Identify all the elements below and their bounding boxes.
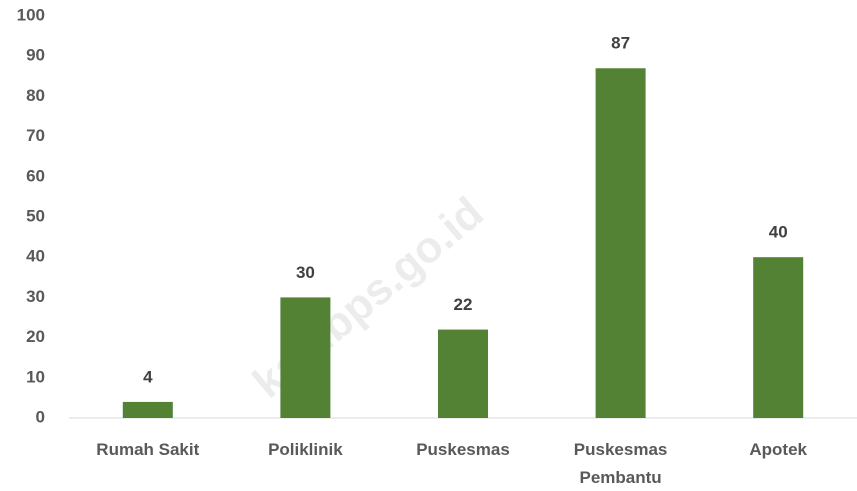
data-label: 30 <box>296 263 315 282</box>
y-tick-label: 40 <box>26 247 45 266</box>
x-tick-label: Poliklinik <box>268 440 343 459</box>
data-label: 22 <box>454 295 473 314</box>
bar <box>280 297 331 418</box>
y-tick-label: 100 <box>17 5 45 24</box>
data-label: 4 <box>143 367 153 386</box>
bar <box>438 329 488 418</box>
bar <box>595 68 646 418</box>
x-tick-label: Puskesmas <box>416 440 510 459</box>
y-tick-label: 0 <box>36 407 45 426</box>
y-tick-label: 10 <box>26 367 45 386</box>
data-label: 40 <box>769 223 788 242</box>
data-label: 87 <box>611 34 630 53</box>
y-tick-label: 70 <box>26 126 45 145</box>
x-tick-label: Rumah Sakit <box>96 440 200 459</box>
y-tick-label: 30 <box>26 287 45 306</box>
y-tick-label: 80 <box>26 86 45 105</box>
y-tick-label: 60 <box>26 166 45 185</box>
bar <box>753 257 804 418</box>
y-tick-label: 90 <box>26 46 45 65</box>
y-tick-label: 50 <box>26 206 45 225</box>
y-tick-label: 20 <box>26 327 45 346</box>
x-tick-label: Apotek <box>749 440 807 459</box>
x-tick-label: Puskesmas Pembantu <box>573 440 668 487</box>
bar <box>122 401 173 418</box>
